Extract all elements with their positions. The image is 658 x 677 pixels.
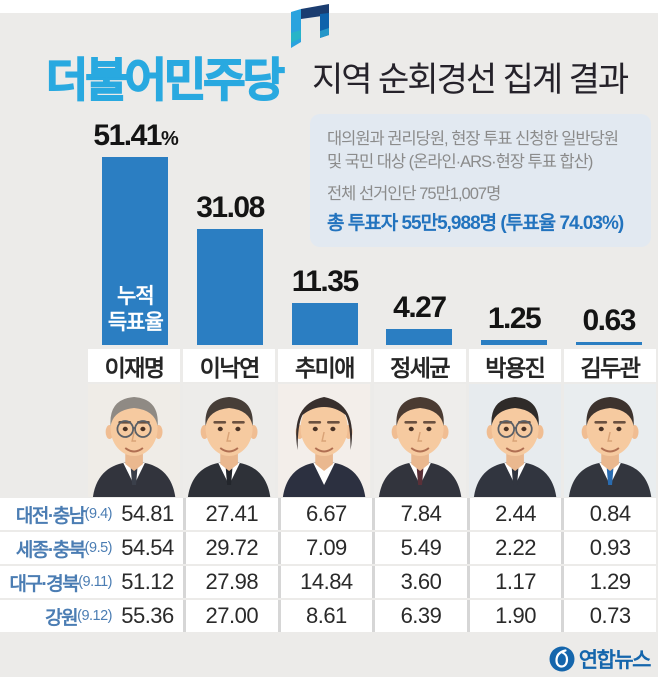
- table-row: 강원 (9.12) 55.36 27.00 8.61 6.39 1.90 0.73: [0, 600, 656, 632]
- region-label: 강원 (9.12): [45, 607, 112, 629]
- result-value: 29.72: [183, 532, 278, 564]
- yonhap-news-icon: [549, 646, 575, 672]
- result-value: 54.81: [121, 501, 174, 526]
- candidate-name: 정세균: [373, 349, 466, 382]
- candidate-name: 이재명: [88, 349, 181, 382]
- result-value: 14.84: [277, 566, 373, 598]
- result-value: 7.09: [277, 532, 373, 564]
- result-value: 8.61: [277, 600, 373, 632]
- candidate-photo: [278, 384, 371, 497]
- result-value: 27.41: [183, 498, 278, 530]
- bar-value-label: 0.63: [582, 304, 637, 337]
- info-electorate: 전체 선거인단 75만1,007명: [327, 185, 501, 203]
- result-value: 3.60: [372, 566, 467, 598]
- party-name-logo-text: 더불어민주당: [45, 53, 285, 107]
- regional-results-table: 대전·충남 (9.4) 54.81 27.41 6.67 7.84 2.44 0.84 세종…: [0, 498, 656, 634]
- result-value: 27.98: [183, 566, 278, 598]
- vote-share-bar: [197, 229, 263, 345]
- info-audience-line2: 및 국민 대상 (온라인·ARS·현장 투표 합산): [327, 153, 593, 171]
- result-value: 5.49: [372, 532, 467, 564]
- page-title: 지역 순회경선 집계 결과: [312, 61, 629, 99]
- vote-share-bar: 누적 득표율: [102, 157, 169, 345]
- result-value: 7.84: [372, 498, 467, 530]
- chart-bar-column: 0.63: [561, 119, 656, 345]
- bar-value-label: 1.25: [487, 302, 542, 336]
- candidate-name: 김두관: [563, 349, 657, 382]
- result-value: 2.44: [466, 498, 562, 530]
- candidate-name: 추미애: [278, 349, 371, 382]
- result-value: 6.67: [277, 498, 373, 530]
- voting-info-box: 대의원과 권리당원, 현장 투표 신청한 일반당원 및 국민 대상 (온라인·A…: [310, 114, 651, 247]
- chart-bar-column: 31.08: [183, 119, 278, 345]
- result-value: 0.93: [561, 532, 656, 564]
- candidate-photo: [183, 384, 276, 497]
- info-audience-line1: 대의원과 권리당원, 현장 투표 신청한 일반당원: [327, 130, 619, 148]
- table-row: 세종·충북 (9.5) 54.54 29.72 7.09 5.49 2.22 0.93: [0, 532, 656, 564]
- chart-bar-column: 1.25: [467, 119, 562, 345]
- vote-share-bar: [575, 342, 642, 345]
- result-value: 27.00: [183, 600, 278, 632]
- info-turnout: 총 투표자 55만5,988명 (투표율 74.03%): [327, 213, 624, 234]
- candidate-photo: [373, 384, 466, 497]
- vote-share-bar: [386, 329, 453, 345]
- chart-bar-column: 4.27: [372, 119, 467, 345]
- region-label: 대구·경북 (9.11): [9, 573, 112, 595]
- result-value: 1.17: [466, 566, 562, 598]
- region-label: 대전·충남 (9.4): [15, 505, 113, 527]
- result-value: 51.12: [121, 569, 174, 594]
- candidate-name: 이낙연: [183, 349, 276, 382]
- result-value: 1.90: [466, 600, 562, 632]
- candidate-photo: [468, 384, 561, 497]
- cumulative-rate-label: 누적 득표율: [107, 285, 164, 334]
- result-value: 6.39: [372, 600, 467, 632]
- candidate-photos-row: [88, 384, 657, 497]
- result-value: 1.29: [561, 566, 656, 598]
- result-value: 0.84: [561, 498, 656, 530]
- table-row: 대전·충남 (9.4) 54.81 27.41 6.67 7.84 2.44 0.84: [0, 498, 656, 530]
- bar-value-label: 11.35: [291, 264, 359, 298]
- candidate-name: 박용진: [468, 349, 561, 382]
- democratic-party-flag-icon: [291, 4, 329, 48]
- table-row: 대구·경북 (9.11) 51.12 27.98 14.84 3.60 1.17 1.29: [0, 566, 656, 598]
- cumulative-vote-bar-chart: 51.41% 누적 득표율 31.08 11.35 4.27 1.25 0.63: [88, 119, 656, 345]
- result-value: 0.73: [561, 600, 656, 632]
- candidate-names-row: 이재명 이낙연 추미애 정세균 박용진 김두관: [88, 349, 657, 382]
- bar-value-label: 4.27: [393, 291, 447, 325]
- news-agency-logo: 연합뉴스: [549, 644, 652, 674]
- chart-bar-column: 11.35: [277, 119, 372, 345]
- vote-share-bar: [291, 302, 358, 345]
- bar-value-label: 51.41%: [93, 119, 178, 152]
- bar-value-label: 31.08: [196, 191, 265, 225]
- chart-bar-column: 51.41% 누적 득표율: [88, 119, 183, 345]
- result-value: 54.54: [121, 535, 174, 560]
- news-agency-name: 연합뉴스: [578, 649, 652, 672]
- region-label: 세종·충북 (9.5): [15, 539, 113, 561]
- candidate-photo: [88, 384, 181, 497]
- candidate-photo: [563, 384, 657, 497]
- result-value: 55.36: [121, 603, 174, 628]
- result-value: 2.22: [466, 532, 562, 564]
- vote-share-bar: [481, 340, 548, 345]
